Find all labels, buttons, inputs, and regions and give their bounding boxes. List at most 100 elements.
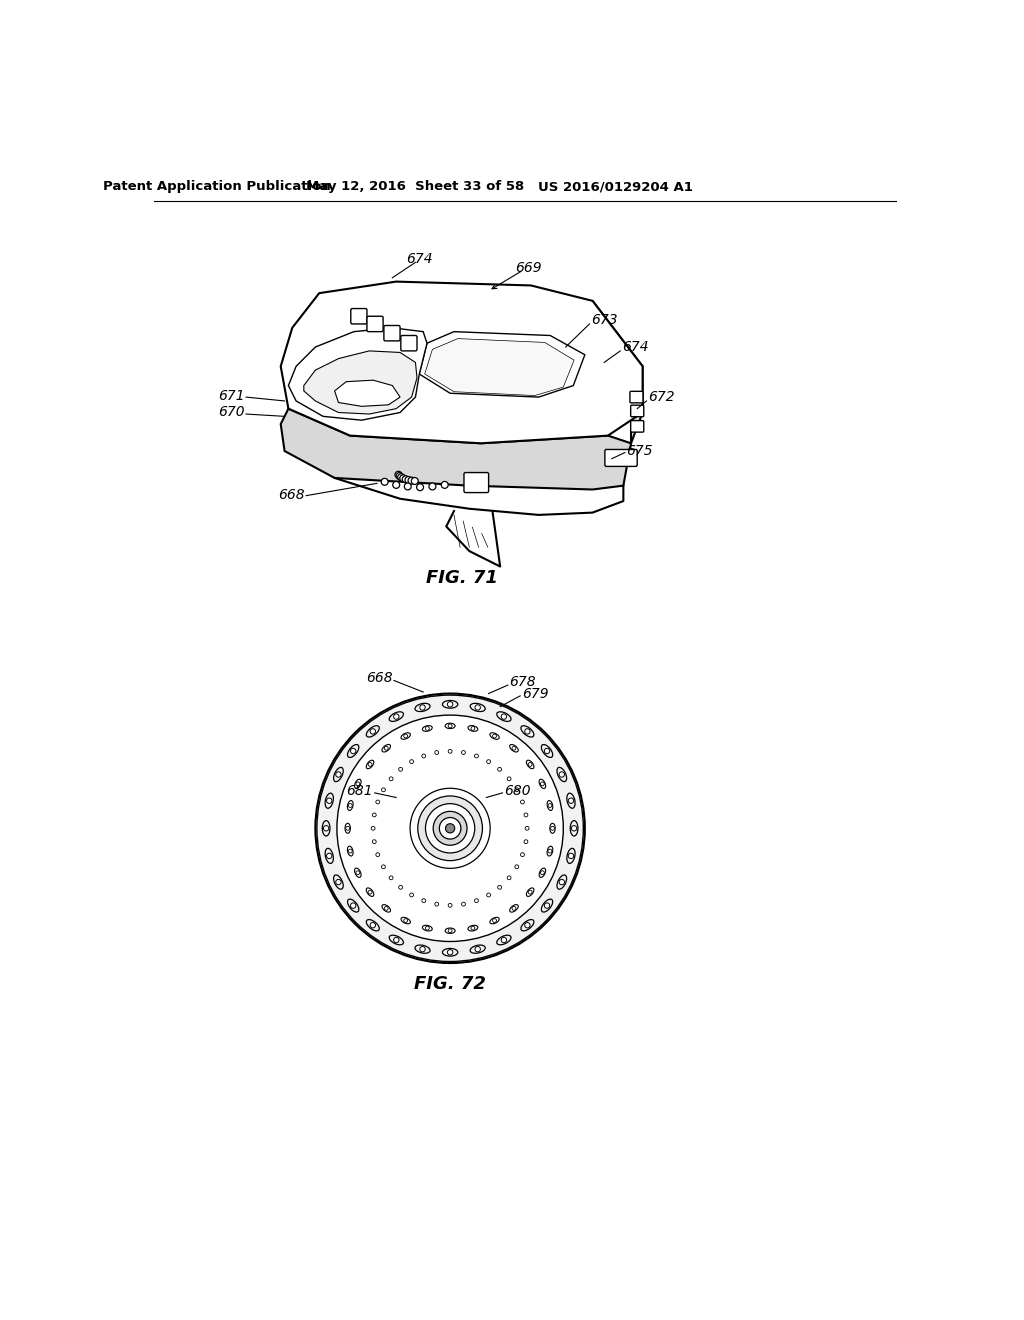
Ellipse shape — [347, 899, 358, 912]
Ellipse shape — [510, 904, 518, 912]
Circle shape — [408, 477, 415, 484]
Circle shape — [410, 788, 490, 869]
Ellipse shape — [547, 846, 553, 855]
Circle shape — [501, 937, 507, 942]
Circle shape — [507, 777, 511, 780]
Circle shape — [412, 478, 418, 484]
Circle shape — [559, 772, 564, 777]
Circle shape — [356, 781, 359, 785]
Ellipse shape — [423, 925, 432, 931]
Circle shape — [524, 840, 527, 843]
Circle shape — [402, 475, 410, 483]
Circle shape — [410, 760, 414, 763]
Circle shape — [381, 478, 388, 486]
Ellipse shape — [354, 869, 361, 878]
Circle shape — [398, 767, 402, 771]
Ellipse shape — [468, 925, 478, 931]
Circle shape — [462, 902, 465, 906]
Polygon shape — [335, 380, 400, 407]
Polygon shape — [289, 327, 427, 420]
Circle shape — [425, 804, 475, 853]
Circle shape — [410, 894, 414, 896]
Ellipse shape — [389, 711, 403, 722]
Circle shape — [403, 734, 408, 738]
Ellipse shape — [326, 793, 334, 808]
Circle shape — [512, 746, 516, 750]
FancyBboxPatch shape — [351, 309, 367, 323]
Circle shape — [366, 743, 535, 913]
Circle shape — [435, 902, 438, 906]
Circle shape — [548, 804, 552, 808]
Text: 671: 671 — [218, 388, 245, 403]
Circle shape — [498, 886, 502, 890]
Text: 673: 673 — [591, 313, 617, 327]
FancyBboxPatch shape — [367, 317, 383, 331]
Text: 674: 674 — [406, 252, 432, 265]
Circle shape — [475, 946, 480, 952]
Ellipse shape — [442, 701, 458, 708]
Ellipse shape — [521, 920, 534, 931]
Circle shape — [449, 723, 452, 727]
Circle shape — [474, 754, 478, 758]
Circle shape — [545, 748, 550, 754]
Circle shape — [406, 477, 412, 483]
Circle shape — [382, 865, 385, 869]
Circle shape — [371, 826, 375, 830]
Circle shape — [420, 705, 425, 710]
Text: 672: 672 — [648, 391, 675, 404]
FancyBboxPatch shape — [630, 391, 643, 403]
Ellipse shape — [345, 824, 350, 833]
Circle shape — [501, 714, 507, 719]
Ellipse shape — [347, 846, 353, 855]
Circle shape — [376, 853, 380, 857]
Circle shape — [396, 473, 403, 479]
Circle shape — [493, 734, 497, 738]
Circle shape — [515, 865, 519, 869]
Circle shape — [486, 760, 490, 763]
Circle shape — [327, 799, 332, 804]
Circle shape — [395, 471, 402, 478]
Ellipse shape — [445, 928, 455, 933]
Ellipse shape — [489, 917, 500, 924]
Ellipse shape — [557, 875, 566, 890]
Ellipse shape — [367, 726, 379, 737]
Text: 668: 668 — [278, 488, 304, 502]
Ellipse shape — [567, 849, 575, 863]
Circle shape — [429, 483, 436, 490]
FancyBboxPatch shape — [384, 326, 400, 341]
Ellipse shape — [401, 733, 411, 739]
Ellipse shape — [389, 935, 403, 945]
Ellipse shape — [445, 723, 455, 729]
Ellipse shape — [347, 744, 358, 758]
Circle shape — [498, 767, 502, 771]
Circle shape — [525, 826, 529, 830]
Ellipse shape — [542, 744, 553, 758]
Circle shape — [571, 825, 577, 832]
Circle shape — [389, 876, 393, 879]
Ellipse shape — [557, 767, 566, 781]
Circle shape — [475, 705, 480, 710]
Ellipse shape — [326, 849, 334, 863]
Circle shape — [418, 796, 482, 861]
Ellipse shape — [382, 904, 390, 912]
Circle shape — [524, 729, 530, 734]
Circle shape — [524, 923, 530, 928]
Text: FIG. 71: FIG. 71 — [426, 569, 498, 587]
Circle shape — [368, 890, 372, 894]
Circle shape — [541, 871, 545, 875]
Text: 678: 678 — [509, 675, 536, 689]
Circle shape — [382, 788, 385, 792]
Ellipse shape — [539, 779, 546, 788]
Ellipse shape — [334, 767, 343, 781]
FancyBboxPatch shape — [464, 473, 488, 492]
Circle shape — [528, 890, 532, 894]
Ellipse shape — [526, 888, 534, 896]
Circle shape — [324, 825, 329, 832]
Circle shape — [545, 903, 550, 908]
Polygon shape — [419, 331, 585, 397]
Circle shape — [336, 772, 341, 777]
Ellipse shape — [526, 760, 534, 768]
Circle shape — [474, 899, 478, 903]
Circle shape — [376, 800, 380, 804]
Circle shape — [449, 929, 452, 933]
